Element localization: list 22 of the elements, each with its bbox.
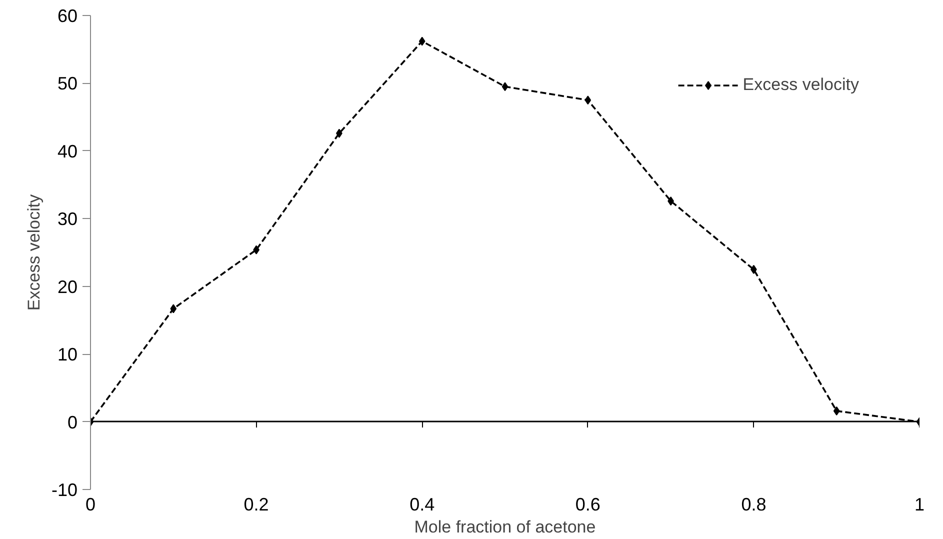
point [502, 82, 508, 92]
legend-label: Excess velocity [742, 75, 859, 95]
point [833, 406, 840, 416]
x-tick-label: 0.6 [575, 494, 600, 514]
x-tick-label: 0 [85, 494, 96, 514]
x-tick-label: 0.2 [244, 494, 269, 514]
y-tick-label: 0 [67, 412, 78, 432]
x-tick-label: 1 [914, 494, 925, 514]
y-tick-label: 20 [57, 276, 78, 297]
y-tick-label: 40 [57, 141, 78, 162]
y-tick-label: 10 [57, 344, 78, 365]
x-axis-title: Mole fraction of acetone [414, 518, 596, 536]
point [418, 36, 426, 46]
x-tick-label: 0.4 [410, 494, 435, 514]
y-tick-label: 50 [57, 74, 78, 94]
y-axis-title: Excess velocity [24, 194, 44, 311]
y-tick-label: 60 [57, 6, 78, 26]
point [170, 304, 177, 314]
y-tick-label: 30 [57, 209, 78, 230]
point [584, 96, 592, 105]
y-tick-label: -10 [51, 480, 78, 500]
x-tick-label: 0.8 [741, 494, 766, 514]
